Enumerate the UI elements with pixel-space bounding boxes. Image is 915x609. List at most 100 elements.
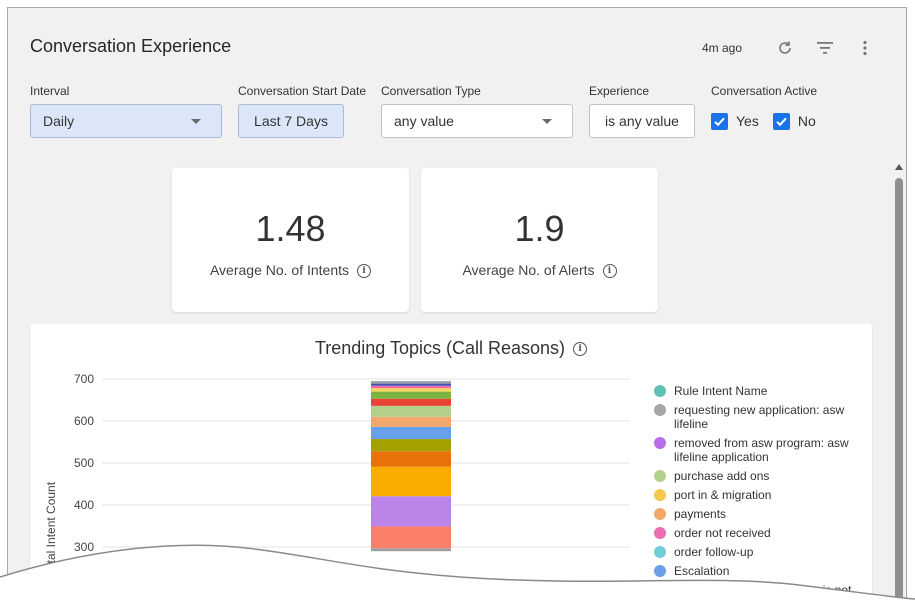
legend-swatch: [654, 385, 666, 397]
checkmark-icon: [772, 112, 790, 130]
filter-bar: Interval Daily Conversation Start Date L…: [30, 84, 886, 144]
vertical-scrollbar[interactable]: [894, 164, 904, 604]
legend-swatch: [654, 584, 666, 596]
start-date-label: Conversation Start Date: [238, 84, 367, 98]
stacked-bar-segment[interactable]: [371, 391, 451, 399]
legend-item[interactable]: requesting new application: asw lifeline: [654, 403, 864, 431]
refresh-icon[interactable]: [774, 37, 796, 59]
conversation-active-label: Conversation Active: [711, 84, 818, 98]
stacked-bar-segment[interactable]: [371, 496, 451, 527]
legend-label: Rule Intent Name: [674, 384, 768, 398]
legend-swatch: [654, 508, 666, 520]
stacked-bar-segment[interactable]: [371, 383, 451, 386]
chevron-down-icon: [191, 118, 201, 124]
stacked-bar-segment[interactable]: [371, 451, 451, 467]
stacked-bar-segment[interactable]: [371, 405, 451, 417]
kpi-card-alerts: 1.9 Average No. of Alerts i: [421, 168, 658, 312]
legend-item[interactable]: order follow-up: [654, 545, 864, 559]
chevron-down-icon: [542, 118, 552, 124]
y-tick-label: 600: [74, 414, 94, 428]
more-options-icon[interactable]: [854, 37, 876, 59]
legend-swatch: [654, 546, 666, 558]
checkbox-yes[interactable]: Yes: [711, 112, 759, 130]
kpi-value: 1.48: [255, 208, 326, 249]
start-date-value: Last 7 Days: [254, 113, 328, 129]
kpi-value: 1.9: [514, 208, 565, 249]
interval-filter: Interval Daily: [30, 84, 222, 138]
legend-label: order follow-up: [674, 545, 754, 559]
y-axis-label: Total Intent Count: [44, 481, 58, 576]
info-icon[interactable]: i: [602, 264, 617, 279]
header-actions: 4m ago: [702, 36, 876, 60]
stacked-bar-segment[interactable]: [371, 526, 451, 549]
stacked-bar-segment[interactable]: [371, 416, 451, 427]
legend-item[interactable]: Escalation: [654, 564, 864, 578]
legend-label: purchase add ons: [674, 469, 770, 483]
experience-button[interactable]: is any value: [589, 104, 695, 138]
experience-label: Experience: [589, 84, 650, 98]
start-date-filter: Conversation Start Date Last 7 Days: [238, 84, 366, 138]
start-date-button[interactable]: Last 7 Days: [238, 104, 344, 138]
experience-filter: Experience is any value: [589, 84, 695, 138]
legend-item[interactable]: device replacement: device is not: [654, 583, 864, 597]
trending-topics-card: Trending Topics (Call Reasons) i 700 600 50…: [30, 324, 872, 604]
checkbox-yes-label: Yes: [736, 113, 759, 129]
stacked-bar-segment[interactable]: [371, 385, 451, 389]
legend-swatch: [654, 404, 666, 416]
legend-swatch: [654, 565, 666, 577]
checkmark-icon: [711, 112, 728, 130]
conversation-active-options: Yes No: [711, 104, 830, 138]
conversation-type-value: any value: [394, 113, 454, 129]
legend-label: requesting new application: asw lifeline: [674, 403, 845, 431]
legend-label: order not received: [674, 526, 771, 540]
last-updated: 4m ago: [701, 41, 742, 55]
conversation-type-filter: Conversation Type any value: [381, 84, 573, 138]
chart-title-row: Trending Topics (Call Reasons) i: [30, 338, 872, 359]
y-tick-label: 300: [74, 540, 94, 554]
interval-select[interactable]: Daily: [30, 104, 222, 138]
conversation-active-filter: Conversation Active Yes No: [711, 84, 830, 138]
stacked-bar-segment[interactable]: [371, 398, 451, 406]
legend-item[interactable]: purchase add ons: [654, 469, 864, 483]
stacked-bar-segment[interactable]: [371, 439, 451, 452]
legend-item[interactable]: removed from asw program: asw lifeline a…: [654, 436, 864, 464]
legend-label: device replacement: device is not: [674, 583, 852, 597]
stacked-bar-segment[interactable]: [371, 381, 451, 384]
experience-value: is any value: [605, 113, 679, 129]
stacked-bar-segment[interactable]: [371, 466, 451, 497]
kpi-label-row: Average No. of Alerts i: [421, 262, 658, 279]
info-icon[interactable]: i: [357, 264, 372, 279]
legend-item[interactable]: order not received: [654, 526, 864, 540]
trending-topics-chart: 700 600 500 400 300 Total Intent Count: [44, 372, 630, 576]
conversation-type-label: Conversation Type: [381, 84, 481, 98]
filter-icon[interactable]: [814, 37, 836, 59]
chart-legend: Rule Intent Name requesting new applicati…: [654, 384, 864, 602]
kpi-label: Average No. of Alerts: [462, 262, 595, 278]
interval-label: Interval: [30, 84, 70, 98]
legend-label: Escalation: [674, 564, 730, 578]
checkbox-no[interactable]: No: [772, 112, 816, 130]
stacked-bar-segment[interactable]: [371, 426, 451, 440]
legend-label: port in & migration: [674, 488, 772, 502]
info-icon[interactable]: i: [573, 342, 588, 357]
kpi-label-row: Average No. of Intents i: [172, 262, 409, 279]
page-title: Conversation Experience: [30, 36, 232, 56]
checkbox-no-label: No: [797, 113, 816, 129]
legend-swatch: [654, 470, 666, 482]
legend-swatch: [654, 489, 666, 501]
conversation-type-select[interactable]: any value: [381, 104, 573, 138]
legend-swatch: [654, 437, 666, 449]
scroll-thumb[interactable]: [895, 178, 903, 602]
chart-title: Trending Topics (Call Reasons): [314, 338, 566, 358]
kpi-label: Average No. of Intents: [209, 262, 350, 278]
y-tick-label: 700: [74, 372, 94, 386]
legend-item[interactable]: Rule Intent Name: [654, 384, 864, 398]
legend-item[interactable]: payments: [654, 507, 864, 521]
legend-item[interactable]: port in & migration: [654, 488, 864, 502]
dashboard-panel: Conversation Experience 4m ago Interval …: [7, 7, 907, 605]
stacked-bar-segment[interactable]: [371, 548, 451, 552]
stacked-bar-segment[interactable]: [371, 388, 451, 392]
interval-value: Daily: [43, 113, 75, 129]
y-tick-label: 500: [74, 456, 94, 470]
scroll-up-arrow-icon[interactable]: [895, 164, 903, 170]
